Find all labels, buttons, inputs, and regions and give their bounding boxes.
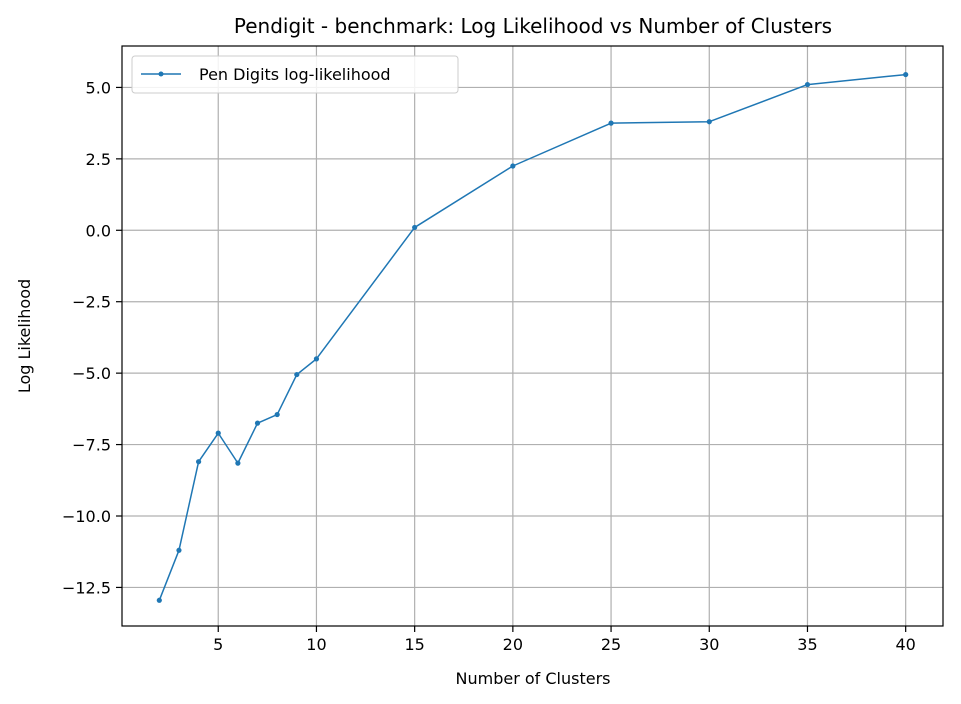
data-point bbox=[510, 163, 516, 169]
data-point bbox=[274, 411, 280, 418]
grid-lines bbox=[122, 46, 943, 626]
plot-area-frame bbox=[121, 45, 944, 627]
data-point bbox=[254, 420, 261, 426]
x-tick-label: 35 bbox=[797, 635, 817, 654]
legend-label: Pen Digits log-likelihood bbox=[199, 65, 391, 84]
data-point bbox=[235, 460, 241, 466]
y-tick-label: −10.0 bbox=[62, 507, 111, 526]
y-tick-label: 5.0 bbox=[86, 78, 111, 97]
y-tick-label: 2.5 bbox=[86, 150, 111, 169]
series-layer bbox=[156, 71, 909, 603]
y-axis-label: Log Likelihood bbox=[15, 279, 34, 393]
y-axis-ticks: 5.0 2.5 0.0 −2.5 −5.0 −7.5 −10.0 −12.5 bbox=[62, 78, 122, 597]
data-point bbox=[313, 356, 320, 362]
y-tick-label: −7.5 bbox=[72, 436, 111, 455]
x-tick-label: 15 bbox=[404, 635, 424, 654]
legend-marker-swatch bbox=[158, 71, 164, 77]
data-point bbox=[196, 459, 202, 465]
x-tick-label: 20 bbox=[503, 635, 523, 654]
data-point bbox=[804, 81, 811, 88]
x-tick-label: 30 bbox=[699, 635, 719, 654]
y-tick-label: 0.0 bbox=[86, 221, 111, 240]
data-point bbox=[903, 71, 909, 78]
data-point bbox=[156, 597, 162, 603]
x-tick-label: 10 bbox=[306, 635, 326, 654]
y-tick-label: −5.0 bbox=[72, 364, 111, 383]
x-axis-ticks: 5 10 15 20 25 30 35 40 bbox=[213, 626, 916, 654]
legend-box bbox=[131, 55, 459, 94]
data-point bbox=[608, 120, 614, 126]
chart-title: Pendigit - benchmark: Log Likelihood vs … bbox=[234, 14, 832, 38]
x-tick-label: 5 bbox=[213, 635, 223, 654]
x-tick-label: 40 bbox=[896, 635, 916, 654]
y-tick-label: −2.5 bbox=[72, 293, 111, 312]
y-tick-label: −12.5 bbox=[62, 578, 111, 597]
x-axis-label: Number of Clusters bbox=[456, 669, 611, 688]
data-point bbox=[412, 224, 418, 231]
data-point bbox=[706, 119, 712, 125]
x-tick-label: 25 bbox=[601, 635, 621, 654]
legend: Pen Digits log-likelihood bbox=[131, 55, 459, 94]
data-point bbox=[294, 371, 300, 378]
data-point bbox=[215, 430, 221, 436]
data-point bbox=[176, 547, 182, 553]
